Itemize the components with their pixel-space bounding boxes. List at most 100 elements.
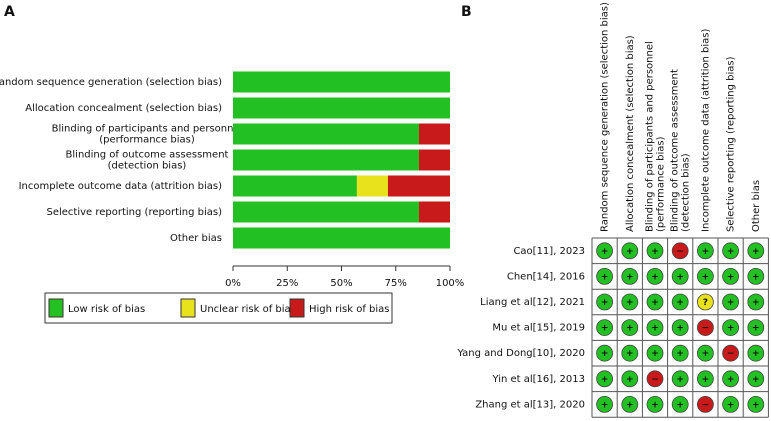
bar-segment — [233, 97, 450, 119]
judgment-symbol: ? — [703, 298, 708, 308]
judgment-symbol: + — [676, 400, 684, 410]
judgment-dot — [596, 370, 613, 388]
judgment-symbol: − — [727, 349, 735, 359]
judgment-symbol: + — [651, 324, 659, 334]
judgment-dot — [671, 370, 689, 388]
judgment-symbol: + — [676, 349, 684, 359]
judgment-dot — [596, 344, 613, 362]
bar-segment — [233, 175, 357, 197]
judgment-symbol: + — [601, 349, 609, 359]
judgment-dot — [722, 344, 739, 362]
judgment-dot — [747, 242, 765, 260]
judgment-symbol: + — [727, 375, 735, 385]
x-tick-label: 100% — [436, 278, 465, 289]
judgment-dot — [747, 319, 765, 337]
study-label: Yin et al[16], 2013 — [491, 374, 585, 385]
judgment-symbol: − — [651, 375, 659, 385]
judgment-symbol: − — [702, 400, 710, 410]
study-label: Mu et al[15], 2019 — [492, 323, 585, 334]
judgment-dot — [697, 319, 714, 337]
judgment-dot — [646, 395, 664, 413]
judgment-dot — [671, 319, 689, 337]
column-header: Allocation concealment (selection bias) — [625, 35, 636, 232]
judgment-dot — [596, 242, 613, 260]
judgment-dot — [697, 242, 714, 260]
judgment-dot — [697, 267, 714, 285]
judgment-dot — [697, 293, 714, 311]
judgment-symbol: + — [601, 324, 609, 334]
judgment-symbol: + — [651, 272, 659, 282]
bar-segment — [233, 201, 419, 223]
judgment-dot — [596, 267, 613, 285]
judgment-symbol: + — [601, 400, 609, 410]
bar-segment — [387, 175, 450, 197]
judgment-dot — [747, 267, 765, 285]
judgment-symbol: + — [702, 247, 710, 257]
judgment-symbol: + — [626, 400, 634, 410]
judgment-symbol: + — [626, 375, 634, 385]
judgment-symbol: + — [601, 375, 609, 385]
judgment-symbol: + — [626, 349, 634, 359]
study-label: Zhang et al[13], 2020 — [475, 399, 585, 410]
judgment-symbol: + — [702, 375, 710, 385]
judgment-dot — [671, 242, 689, 260]
judgment-dot — [747, 395, 765, 413]
judgment-symbol: + — [752, 247, 760, 257]
judgment-symbol: + — [676, 324, 684, 334]
x-tick-label: 50% — [330, 278, 352, 289]
judgment-symbol: + — [752, 298, 760, 308]
column-header: Incomplete outcome data (attrition bias) — [700, 28, 711, 232]
judgment-dot — [671, 293, 689, 311]
judgment-dot — [747, 344, 765, 362]
column-header: Selective reporting (reporting bias) — [726, 56, 737, 232]
bar-segment — [356, 175, 388, 197]
judgment-symbol: + — [676, 375, 684, 385]
judgment-dot — [722, 267, 739, 285]
category-label: Allocation concealment (selection bias) — [25, 103, 222, 114]
category-label: Incomplete outcome data (attrition bias) — [19, 181, 223, 192]
panel-label: A — [4, 4, 15, 20]
judgment-symbol: + — [752, 375, 760, 385]
judgment-symbol: + — [727, 247, 735, 257]
judgment-dot — [697, 395, 714, 413]
judgment-dot — [722, 370, 739, 388]
category-label: Blinding of participants and personnel (p… — [52, 124, 243, 146]
judgment-dot — [697, 370, 714, 388]
judgment-symbol: + — [601, 247, 609, 257]
judgment-symbol: + — [676, 272, 684, 282]
judgment-dot — [596, 395, 613, 413]
judgment-dot — [596, 293, 613, 311]
judgment-dot — [722, 242, 739, 260]
judgment-dot — [671, 395, 689, 413]
legend-label: Low risk of bias — [68, 304, 145, 315]
judgment-symbol: + — [601, 298, 609, 308]
study-label: Cao[11], 2023 — [513, 246, 585, 257]
x-tick-label: 0% — [225, 278, 241, 289]
judgment-dot — [621, 344, 639, 362]
judgment-dot — [646, 242, 664, 260]
bar-segment — [233, 71, 450, 93]
column-header: Other bias — [751, 180, 762, 232]
judgment-symbol: + — [727, 400, 735, 410]
legend-label: Unclear risk of bias — [200, 304, 296, 315]
judgment-symbol: + — [752, 349, 760, 359]
panel-label: B — [461, 4, 472, 20]
judgment-symbol: + — [651, 298, 659, 308]
judgment-symbol: + — [727, 324, 735, 334]
judgment-symbol: + — [727, 272, 735, 282]
judgment-dot — [596, 319, 613, 337]
judgment-symbol: + — [702, 349, 710, 359]
x-tick-label: 25% — [276, 278, 298, 289]
judgment-symbol: + — [626, 247, 634, 257]
category-label: Blinding of outcome assessment (detection… — [66, 150, 229, 172]
judgment-dot — [722, 395, 739, 413]
bar-segment — [233, 123, 419, 145]
study-label: Liang et al[12], 2021 — [480, 297, 585, 308]
judgment-dot — [621, 293, 639, 311]
judgment-dot — [697, 344, 714, 362]
judgment-symbol: + — [601, 272, 609, 282]
legend-box — [44, 292, 393, 324]
judgment-dot — [722, 293, 739, 311]
judgment-symbol: + — [651, 247, 659, 257]
